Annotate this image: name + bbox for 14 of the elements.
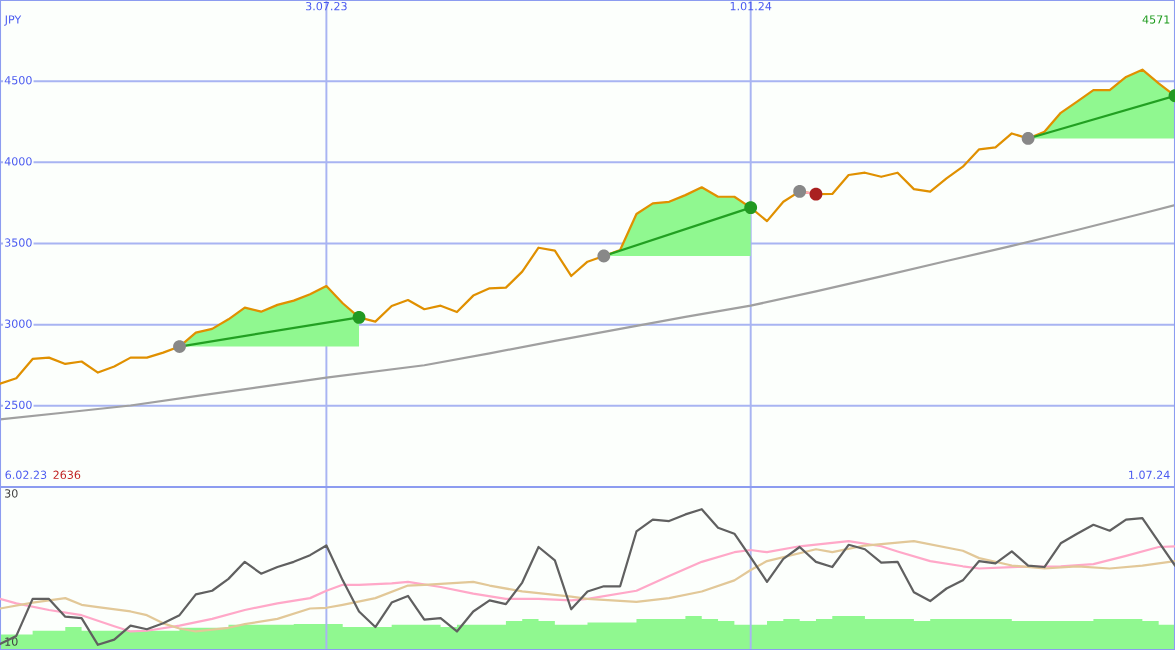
- x-tick-label: 3.07.23: [306, 1, 347, 11]
- y-tick-label: 4000: [4, 157, 32, 166]
- y-tick-label: 10: [5, 637, 18, 646]
- y-tick-label: 4500: [4, 75, 32, 85]
- annotation: 1.07.24: [1129, 470, 1170, 479]
- y-tick-label: 2500: [4, 400, 32, 410]
- y-tick-label: 3000: [5, 319, 32, 328]
- annotation: 4571: [1142, 15, 1170, 24]
- y-tick-label: 30: [5, 489, 18, 498]
- x-tick-label: 1.01.24: [730, 1, 772, 11]
- y-axis-title: JPY: [4, 15, 22, 26]
- y-tick-label: 3500: [5, 238, 32, 247]
- annotation: 2636: [53, 470, 81, 479]
- annotation: 6.02.23: [5, 470, 47, 479]
